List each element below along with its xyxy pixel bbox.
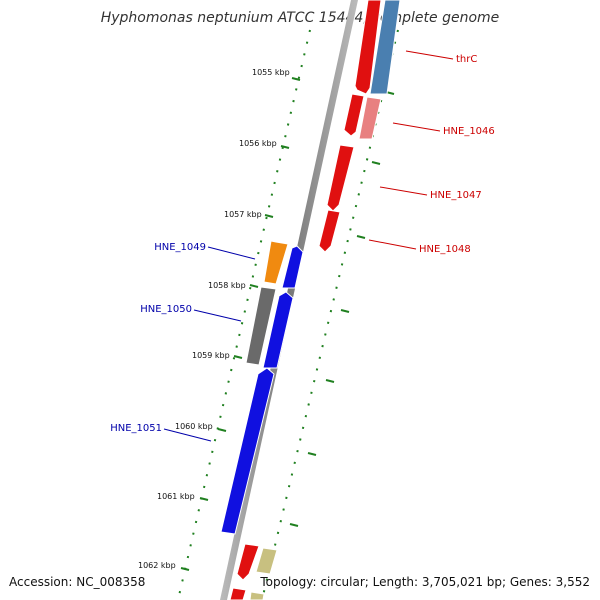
label-line-hne1050: [193, 309, 242, 322]
genome-summary: Topology: circular; Length: 3,705,021 bp…: [260, 575, 590, 589]
tick-label-1062: 1062 kbp: [138, 561, 176, 570]
tick-label-1060: 1060 kbp: [175, 422, 213, 431]
gene-hne1049-reverse-arrow[interactable]: [281, 245, 304, 289]
gene-hne1050-reverse-arrow[interactable]: [262, 291, 294, 369]
tick-label-1061: 1061 kbp: [157, 492, 195, 501]
gene-hne1047-arrow[interactable]: [326, 144, 355, 212]
scale-track-left: [177, 29, 311, 600]
scale-tick-marks: [180, 77, 395, 571]
gene-bottom-red-2[interactable]: [229, 587, 247, 600]
label-line-hne1046: [392, 122, 441, 132]
gene-hne1048-arrow[interactable]: [318, 209, 341, 253]
gene-label-hne1050[interactable]: HNE_1050: [140, 304, 192, 315]
label-line-hne1051: [163, 428, 212, 442]
tick-label-1058: 1058 kbp: [208, 281, 246, 290]
gene-thrC-neighbor-arrow[interactable]: [354, 0, 382, 95]
label-line-hne1048: [368, 239, 417, 250]
gene-label-hne1048[interactable]: HNE_1048: [419, 244, 471, 255]
gene-hne1046-arrow[interactable]: [358, 96, 382, 140]
gene-hne1046-forward-arrow[interactable]: [343, 93, 365, 137]
gene-label-hne1047[interactable]: HNE_1047: [430, 190, 482, 201]
gene-label-thrC[interactable]: thrC: [456, 54, 477, 65]
gene-bottom-olive-1[interactable]: [255, 547, 278, 575]
tick-label-1056: 1056 kbp: [239, 139, 277, 148]
gene-hne1051-arrow[interactable]: [220, 367, 275, 535]
gene-hne1050-arrow[interactable]: [245, 286, 277, 366]
gene-label-hne1046[interactable]: HNE_1046: [443, 126, 495, 137]
gene-thrC-arrow[interactable]: [369, 0, 401, 95]
gene-bottom-red-1[interactable]: [236, 543, 260, 581]
gene-hne1049-arrow[interactable]: [263, 240, 289, 285]
tick-label-1059: 1059 kbp: [192, 351, 230, 360]
label-line-hne1047: [379, 186, 428, 196]
tick-label-1055: 1055 kbp: [252, 68, 290, 77]
gene-bottom-olive-2[interactable]: [249, 591, 265, 600]
tick-label-1057: 1057 kbp: [224, 210, 262, 219]
label-line-thrC: [405, 50, 454, 60]
accession-label: Accession: NC_008358: [9, 575, 146, 589]
gene-label-hne1051[interactable]: HNE_1051: [110, 423, 162, 434]
map-title: Hyphomonas neptunium ATCC 15444, complet…: [100, 10, 500, 26]
gene-label-hne1049[interactable]: HNE_1049: [154, 242, 206, 253]
label-line-hne1049: [207, 246, 256, 260]
